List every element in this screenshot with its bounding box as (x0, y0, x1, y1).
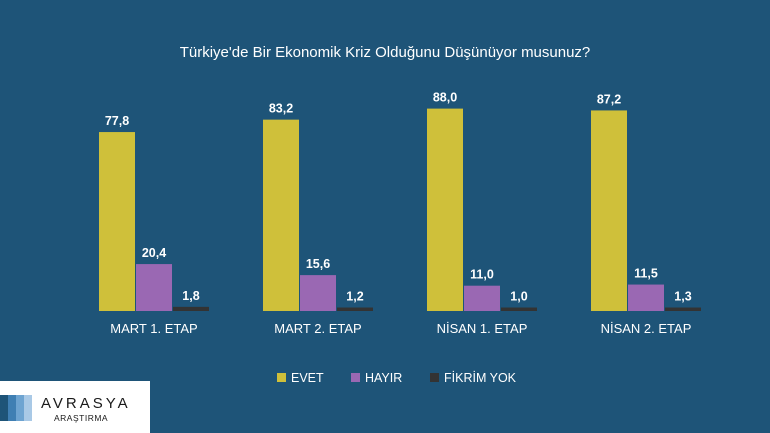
legend-swatch (277, 373, 286, 382)
category-label: MART 1. ETAP (110, 321, 197, 336)
bar-evet-2 (263, 119, 299, 311)
logo-stripe (8, 395, 16, 421)
data-label: 1,8 (182, 289, 199, 303)
legend-label: EVET (291, 371, 324, 385)
chart-title: Türkiye'de Bir Ekonomik Kriz Olduğunu Dü… (180, 44, 591, 61)
data-label: 11,5 (634, 267, 658, 281)
logo-stripe (16, 395, 24, 421)
data-label: 11,0 (470, 268, 494, 282)
legend-swatch (351, 373, 360, 382)
category-label: NİSAN 1. ETAP (437, 321, 528, 336)
legend-label: HAYIR (365, 371, 402, 385)
bar-hayir-2 (300, 275, 336, 311)
bars: 77,8 20,4 1,8 MART 1. ETAP 83,2 15,6 1,2 MART 2… (99, 91, 701, 336)
bar-fikrim-yok-3 (501, 307, 537, 311)
bar-fikrim-yok-4 (665, 307, 701, 311)
brand-name: AVRASYA (41, 395, 131, 412)
category-label: NİSAN 2. ETAP (601, 321, 692, 336)
bar-evet-3 (427, 108, 463, 311)
data-label: 20,4 (142, 246, 166, 260)
legend-label: FİKRİM YOK (444, 371, 517, 385)
bar-hayir-3 (464, 285, 500, 311)
data-label: 1,2 (346, 290, 363, 304)
logo-stripe (24, 395, 32, 421)
category-label: MART 2. ETAP (274, 321, 361, 336)
bar-fikrim-yok-2 (337, 307, 373, 311)
legend: EVET HAYIR FİKRİM YOK (277, 371, 517, 385)
data-label: 77,8 (105, 114, 129, 128)
data-label: 83,2 (269, 102, 293, 116)
bar-hayir-4 (628, 284, 664, 311)
data-label: 15,6 (306, 257, 330, 271)
data-label: 1,0 (510, 290, 527, 304)
bar-fikrim-yok-1 (173, 306, 209, 311)
data-label: 87,2 (597, 92, 621, 106)
brand-subtitle: ARAŞTIRMA (54, 413, 109, 423)
data-label: 88,0 (433, 91, 457, 105)
bar-evet-4 (591, 110, 627, 311)
legend-swatch (430, 373, 439, 382)
data-label: 1,3 (674, 290, 691, 304)
brand-logo: AVRASYA ARAŞTIRMA (0, 381, 150, 433)
bar-evet-1 (99, 132, 135, 311)
bar-hayir-1 (136, 264, 172, 311)
logo-stripe (0, 395, 8, 421)
